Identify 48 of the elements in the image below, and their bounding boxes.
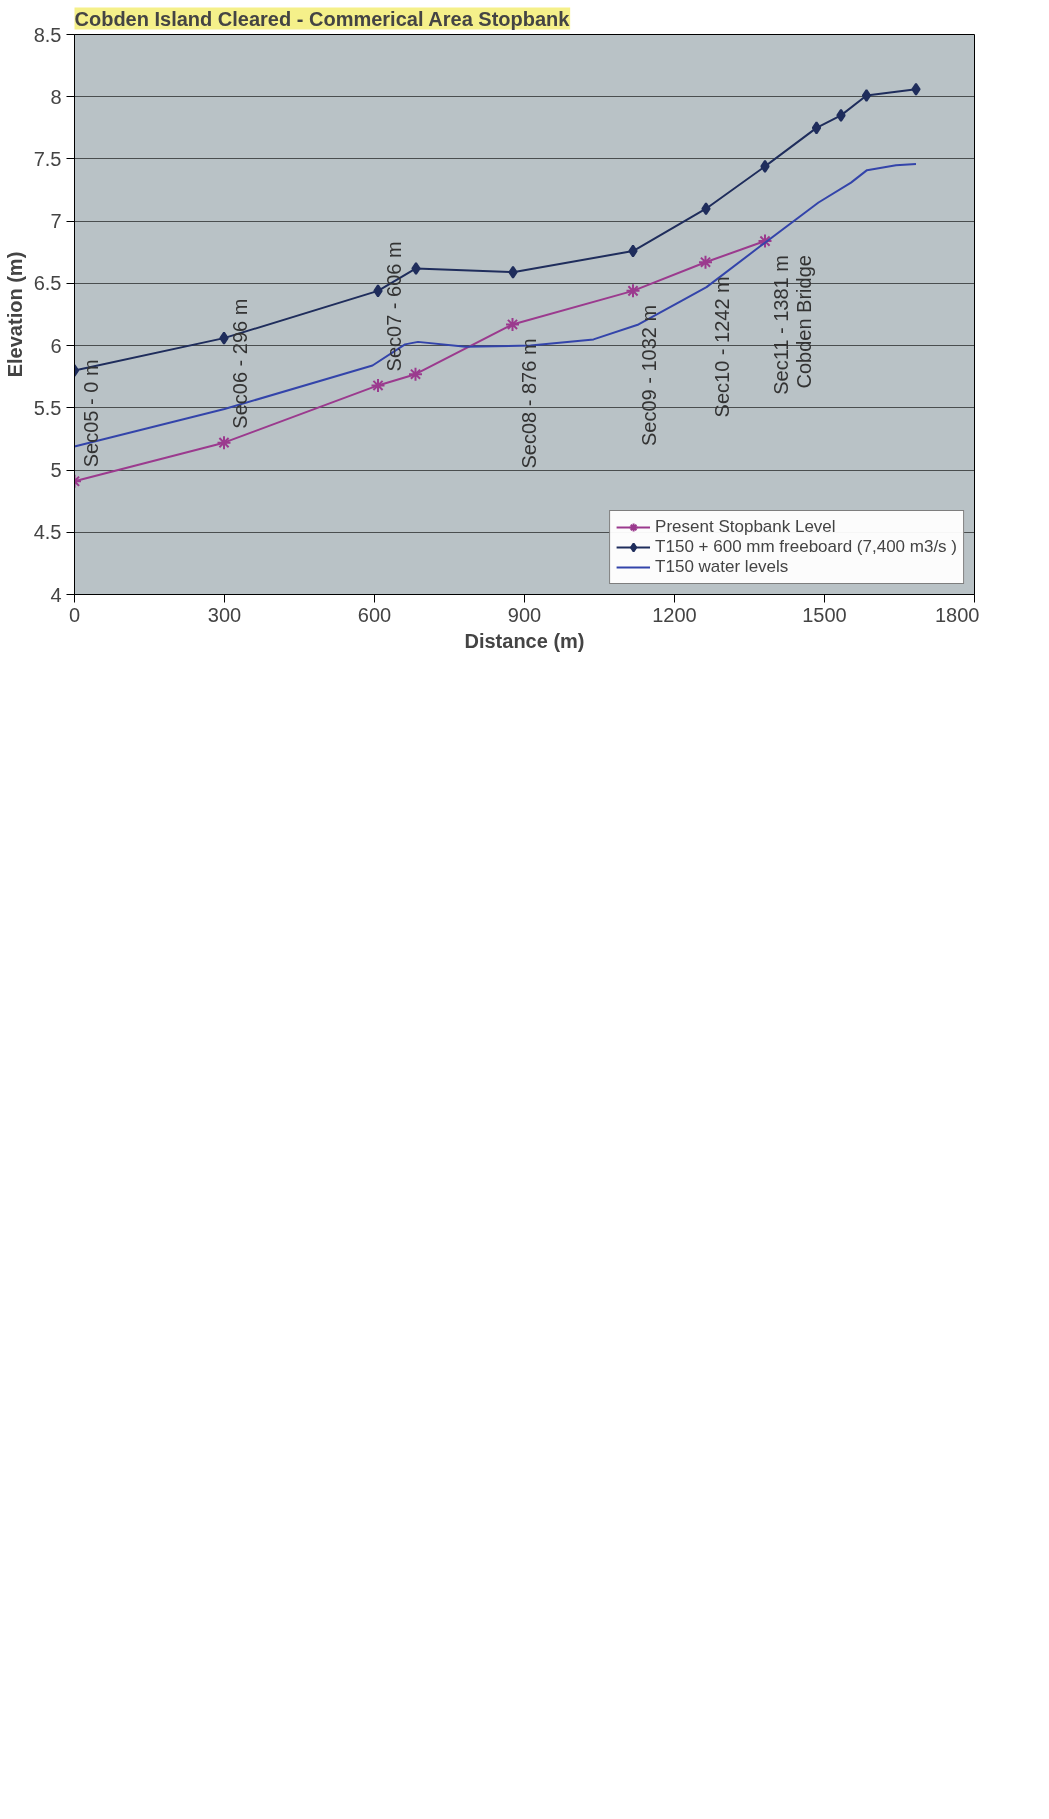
- point: [505, 316, 520, 332]
- x-tick-label: 1200: [652, 603, 697, 626]
- y-tick-label: 4.5: [33, 521, 62, 544]
- annotation: Sec08 - 876 m: [517, 338, 540, 469]
- point: [701, 202, 711, 216]
- y-tick-label: 4: [50, 583, 62, 606]
- y-tick-label: 5.5: [33, 396, 62, 419]
- point: [698, 254, 713, 270]
- y-axis-title: Elevation (m): [3, 251, 26, 378]
- x-tick-label: 0: [68, 603, 81, 626]
- x-tick-label: 1800: [935, 603, 980, 626]
- point: [373, 284, 383, 298]
- x-tick-label: 300: [207, 603, 242, 626]
- y-tick-label: 6: [50, 334, 62, 357]
- y-tick-label: 7.5: [33, 147, 62, 170]
- annotation: Sec11 - 1381 m Cobden Bridge: [770, 255, 815, 395]
- point: [625, 283, 641, 299]
- point: [757, 233, 773, 249]
- point: [411, 261, 421, 275]
- point: [408, 366, 423, 382]
- point: [219, 331, 229, 345]
- y-tick-label: 7: [50, 210, 62, 233]
- point: [861, 88, 872, 102]
- x-tick-label: 600: [357, 603, 392, 626]
- y-tick-label: 8: [50, 85, 62, 108]
- point: [216, 435, 232, 451]
- point: [508, 265, 518, 279]
- annotation: Sec07 - 606 m: [383, 241, 405, 372]
- point: [811, 121, 822, 135]
- point: [370, 377, 386, 393]
- point: [836, 108, 846, 122]
- point: [911, 82, 921, 96]
- annotation: Sec06 - 296 m: [229, 298, 251, 429]
- legend-label: T150 water levels: [655, 557, 789, 577]
- point: [760, 159, 770, 173]
- legend-label: Present Stopbank Level: [655, 517, 836, 537]
- annotation: Sec05 - 0 m: [79, 359, 102, 468]
- legend-label: T150 + 600 mm freeboard (7,400 m3/s ): [655, 537, 957, 557]
- chart-title: Cobden Island Cleared - Commerical Area Stopbank: [74, 7, 571, 30]
- x-tick-label: 1500: [802, 603, 847, 626]
- x-axis-title: Distance (m): [464, 629, 585, 652]
- annotation: Sec09 - 1032 m: [638, 304, 660, 447]
- point: [628, 244, 638, 258]
- y-tick-label: 8.5: [33, 23, 62, 46]
- x-tick-label: 900: [507, 603, 542, 626]
- y-tick-label: 5: [50, 459, 62, 482]
- annotation: Sec10 - 1242 m: [710, 276, 733, 418]
- y-tick-label: 6.5: [33, 272, 62, 295]
